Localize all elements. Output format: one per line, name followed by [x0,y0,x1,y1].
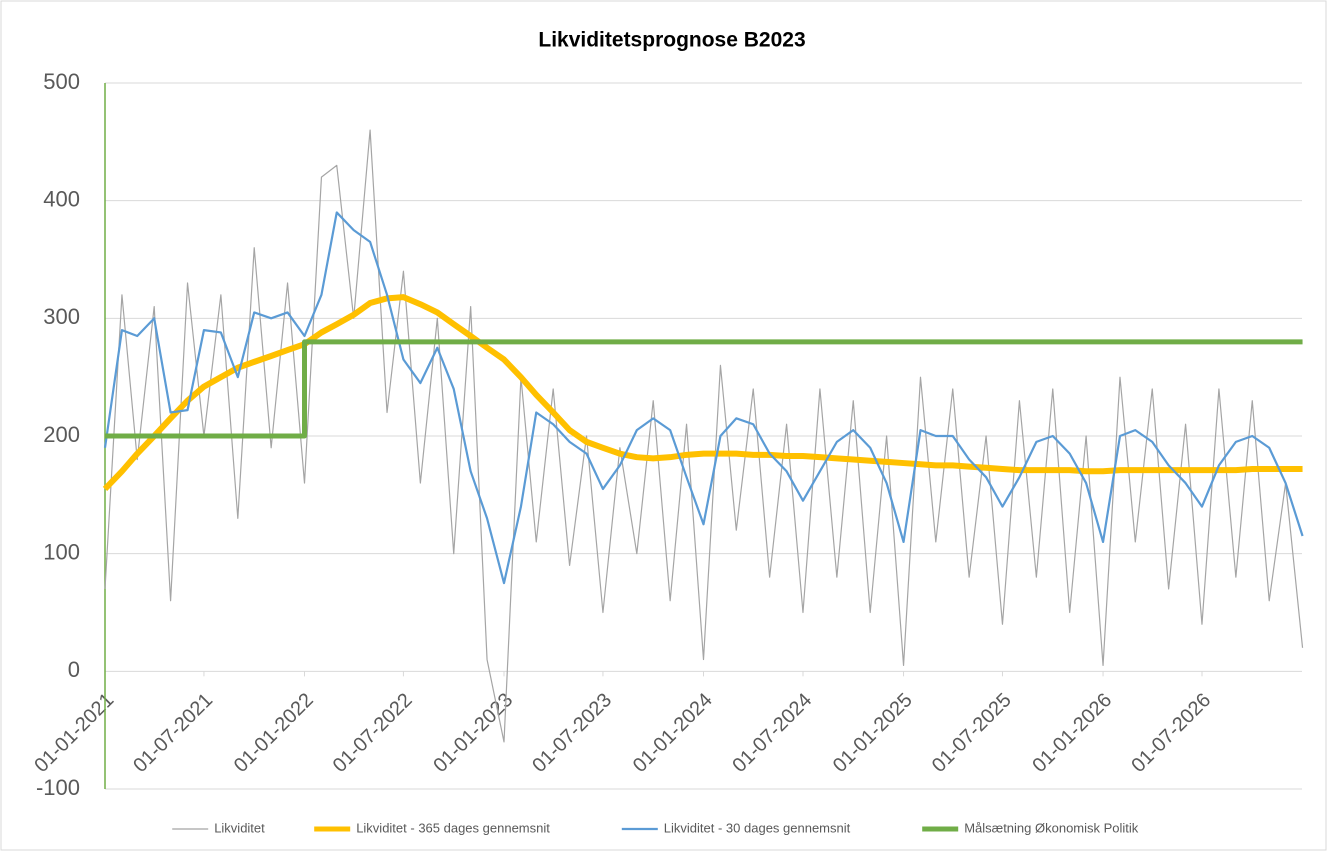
legend-label: Likviditet - 30 dages gennemsnit [664,820,851,835]
y-tick-label: 200 [43,422,80,447]
series-line [104,129,1304,743]
chart-title: Likviditetsprognose B2023 [538,29,805,52]
series-line [105,339,1303,439]
legend: Likviditet Likviditet - 365 dages gennems… [172,820,1139,835]
legend-label: Målsætning Økonomisk Politik [964,820,1139,835]
y-tick-label: 100 [43,539,80,564]
y-tick-label: -100 [36,775,80,800]
series-line [103,211,1304,585]
legend-label: Likviditet [214,820,265,835]
y-tick-label: 500 [43,69,80,94]
y-tick-label: 0 [68,657,80,682]
legend-label: Likviditet - 365 dages gennemsnit [356,820,550,835]
y-tick-label: 400 [43,186,80,211]
y-tick-label: 300 [43,304,80,329]
